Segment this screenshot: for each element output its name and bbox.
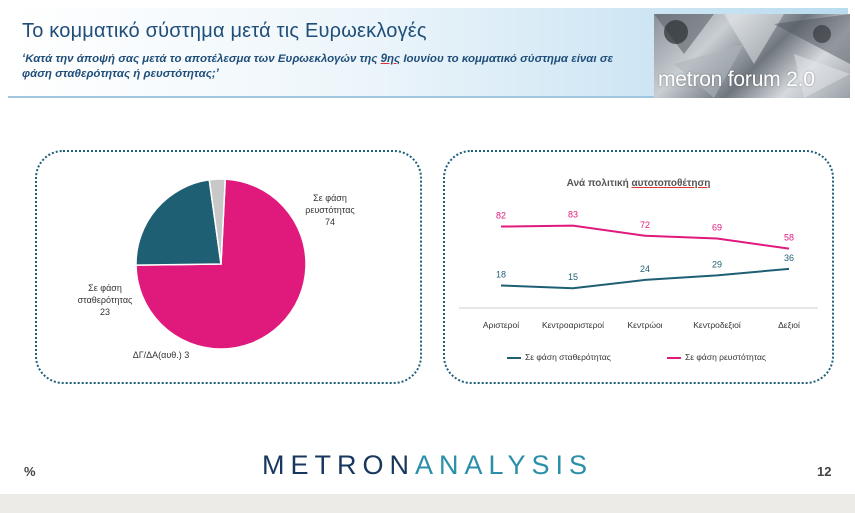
data-label-fluidity: 82 bbox=[496, 211, 506, 221]
bottom-bar bbox=[0, 494, 855, 513]
line-chart-title-underlined: αυτοτοποθέτηση bbox=[631, 178, 711, 189]
percent-sign: % bbox=[24, 464, 36, 479]
data-label-stability: 36 bbox=[784, 253, 794, 263]
legend-stability: Σε φάση σταθερότητας bbox=[507, 352, 611, 362]
metron-analysis-logo: METRONANALYSIS bbox=[0, 450, 855, 481]
line-chart-title: Ανά πολιτική αυτοτοποθέτηση bbox=[445, 178, 832, 189]
fluidity-label-line1: Σε φάση bbox=[313, 193, 347, 203]
series-line-stability bbox=[500, 267, 790, 290]
stability-label: Σε φάση σταθερότητας 23 bbox=[65, 282, 145, 318]
fluidity-value: 74 bbox=[324, 217, 335, 227]
dk-label: ΔΓ/ΔΑ(αυθ.) 3 bbox=[132, 350, 190, 360]
fluidity-label: Σε φάση ρευστότητας 74 bbox=[285, 192, 375, 228]
data-label-stability: 24 bbox=[640, 264, 650, 274]
line-chart: 18 15 24 29 36 82 83 72 69 58 bbox=[459, 210, 818, 309]
data-label-stability: 15 bbox=[568, 272, 578, 282]
brand-background-graphic bbox=[654, 14, 850, 98]
slide-title: Το κομματικό σύστημα μετά τις Ευρωεκλογέ… bbox=[22, 20, 427, 42]
x-tick-label: Κεντρώοι bbox=[627, 320, 663, 330]
stability-label-line1: Σε φάση bbox=[88, 283, 122, 293]
survey-question: ‘Κατά την άποψή σας μετά το αποτέλεσμα τ… bbox=[22, 52, 642, 82]
data-label-fluidity: 69 bbox=[712, 223, 722, 233]
legend-swatch-fluidity bbox=[667, 356, 681, 359]
x-tick-label: Αριστεροί bbox=[482, 320, 520, 330]
data-label-stability: 18 bbox=[496, 269, 506, 279]
x-tick-label: Δεξιοί bbox=[778, 320, 800, 330]
legend-label-fluidity: Σε φάση ρευστότητας bbox=[685, 352, 766, 362]
data-label-stability: 29 bbox=[712, 259, 722, 269]
data-label-fluidity: 83 bbox=[568, 210, 578, 220]
legend-swatch-stability bbox=[507, 356, 521, 359]
stability-value: 23 bbox=[99, 307, 110, 317]
pie-chart bbox=[135, 178, 307, 350]
pie-chart-panel: Σε φάση ρευστότητας 74 Σε φάση σταθερότη… bbox=[35, 150, 422, 384]
logo-part-analysis: ANALYSIS bbox=[414, 450, 594, 480]
stability-label-line2: σταθερότητας bbox=[77, 295, 133, 305]
x-tick-label: Κεντροδεξιοί bbox=[693, 320, 741, 330]
data-label-fluidity: 58 bbox=[784, 233, 794, 243]
line-chart-panel: Ανά πολιτική αυτοτοποθέτηση 18 15 24 29 36 82… bbox=[443, 150, 834, 384]
line-chart-title-prefix: Ανά πολιτική bbox=[566, 178, 632, 189]
fluidity-label-line2: ρευστότητας bbox=[305, 205, 355, 215]
question-text-end: Ιουνίου το κομματικό σύστημα είναι σε φά… bbox=[22, 53, 613, 80]
question-text-start: ‘Κατά την άποψή σας μετά το αποτέλεσμα τ… bbox=[22, 53, 381, 65]
legend-label-stability: Σε φάση σταθερότητας bbox=[525, 352, 611, 362]
header-banner: Το κομματικό σύστημα μετά τις Ευρωεκλογέ… bbox=[8, 8, 850, 98]
logo-part-metron: METRON bbox=[261, 450, 415, 480]
brand-logo: metron forum 2.0 bbox=[654, 14, 850, 98]
x-tick-label: Κεντροαριστεροί bbox=[541, 320, 605, 330]
pie-slice-dk bbox=[208, 178, 227, 265]
question-date: 9ης bbox=[380, 53, 401, 65]
series-line-fluidity bbox=[500, 224, 790, 250]
legend-fluidity: Σε φάση ρευστότητας bbox=[667, 352, 766, 362]
page-number: 12 bbox=[817, 464, 832, 479]
pie-slice-stability bbox=[135, 178, 222, 266]
data-label-fluidity: 72 bbox=[640, 220, 650, 230]
brand-text: metron forum 2.0 bbox=[658, 68, 815, 91]
